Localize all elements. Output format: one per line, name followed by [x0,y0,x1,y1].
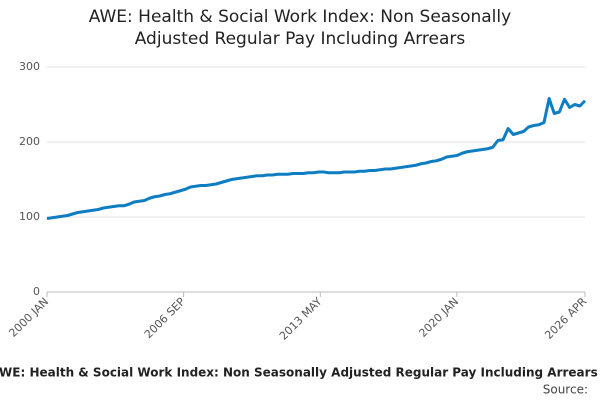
x-tick-label: 2006 SEP [142,295,188,341]
x-tick-label: 2013 MAY [277,295,325,343]
footer-title: AWE: Health & Social Work Index: Non Sea… [0,366,598,380]
x-tick-label: 2020 JAN [416,295,461,340]
data-line [46,97,587,220]
y-tick-label: 100 [19,210,40,223]
y-tick-label: 0 [33,285,40,298]
chart-title: AWE: Health & Social Work Index: Non Sea… [88,7,512,49]
source: Source: [543,383,588,397]
x-tick-label: 2026 APR [542,295,589,342]
x-tick-label: 2000 JAN [6,295,51,340]
y-tick-label: 200 [19,135,40,148]
y-tick-label: 300 [19,60,40,73]
